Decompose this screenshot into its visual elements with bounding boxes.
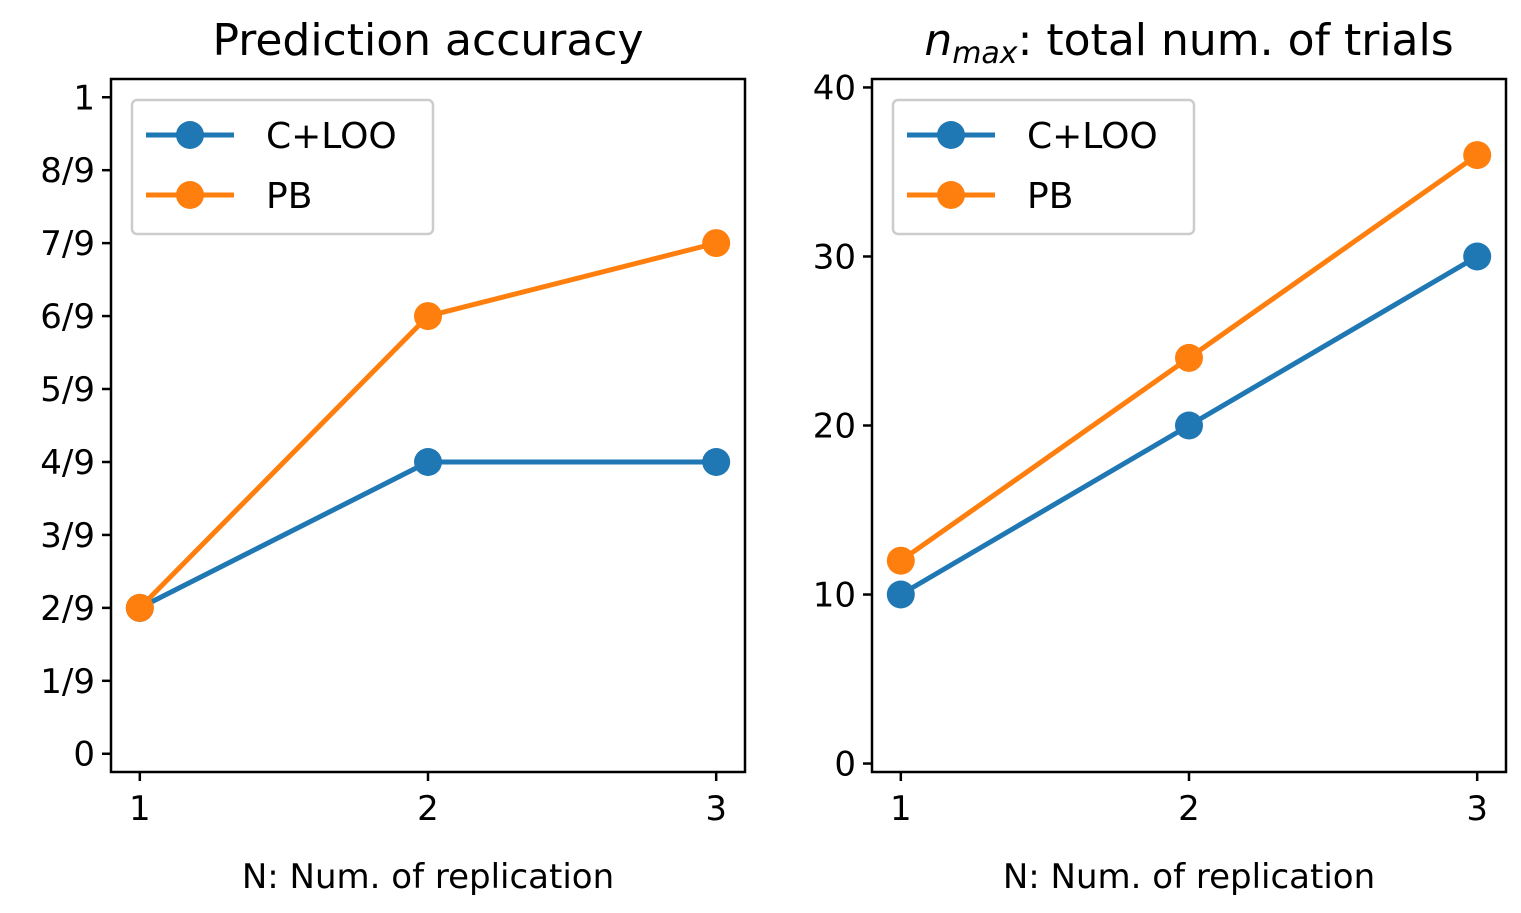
x-axis-label: N: Num. of replication xyxy=(242,857,614,897)
data-point-pb xyxy=(414,302,442,331)
legend-label: C+LOO xyxy=(1027,116,1158,157)
data-point-c-loo xyxy=(886,580,915,609)
data-point-c-loo xyxy=(1175,411,1203,440)
data-point-pb xyxy=(886,546,915,575)
y-tick-label: 2/9 xyxy=(40,589,95,629)
data-point-pb xyxy=(125,593,154,622)
x-tick-label: 1 xyxy=(129,789,151,829)
tick-group: 1 2 3 0 1/9 2/9 3/9 4/9 5/9 6/9 7/9 8/9 1 xyxy=(40,78,727,829)
legend-item-pb: PB xyxy=(907,176,1073,217)
series-line-pb xyxy=(136,240,720,612)
y-tick-label: 0 xyxy=(834,745,856,785)
y-tick-label: 20 xyxy=(813,407,856,447)
x-tick-label: 3 xyxy=(705,789,727,829)
legend-marker xyxy=(176,121,204,149)
chart-total-trials: nmax: total num. of trials 1 2 3010203040 … xyxy=(813,15,1508,897)
legend-marker xyxy=(176,181,204,209)
x-tick-label: 1 xyxy=(890,789,912,829)
chart-title-variable: n xyxy=(924,15,952,66)
y-tick-label: 5/9 xyxy=(40,370,95,410)
x-tick-label: 2 xyxy=(417,789,439,829)
data-point-pb xyxy=(1175,343,1203,372)
legend-item-c-loo: C+LOO xyxy=(907,116,1158,157)
data-point-pb xyxy=(1463,141,1492,170)
legend-item-pb: PB xyxy=(146,176,312,217)
y-tick-label: 40 xyxy=(813,68,856,108)
chart-title: Prediction accuracy xyxy=(212,15,643,66)
y-tick-label: 8/9 xyxy=(40,151,95,191)
plot-area-frame xyxy=(109,77,747,774)
data-point-c-loo xyxy=(1463,242,1492,271)
y-tick-label: 7/9 xyxy=(40,224,95,264)
legend-label: C+LOO xyxy=(266,116,397,157)
legend-label: PB xyxy=(1027,176,1073,217)
y-tick-label: 4/9 xyxy=(40,443,95,483)
y-tick-label: 3/9 xyxy=(40,516,95,556)
legend-marker xyxy=(937,181,965,209)
series-line-c-loo xyxy=(136,459,719,612)
y-tick-label: 30 xyxy=(813,237,856,277)
legend: C+LOO PB xyxy=(130,98,435,236)
y-tick-label: 1/9 xyxy=(40,662,95,702)
chart-title-rest: : total num. of trials xyxy=(1018,15,1454,66)
data-point-c-loo xyxy=(702,448,731,476)
chart-title: nmax: total num. of trials xyxy=(924,15,1453,71)
legend-label: PB xyxy=(266,176,312,217)
x-axis-label: N: Num. of replication xyxy=(1003,857,1375,897)
y-tick-label: 1 xyxy=(73,78,95,118)
chart-title-subscript: max xyxy=(952,36,1018,71)
chart-prediction-accuracy: Prediction accuracy 1 2 3 0 1/9 2/9 3/9 4/9 5/9 6… xyxy=(40,15,747,897)
series-points xyxy=(125,229,731,622)
x-tick-label: 3 xyxy=(1466,789,1488,829)
legend: C+LOO PB xyxy=(891,98,1196,236)
y-tick-label: 6/9 xyxy=(40,297,95,337)
plot-area-frame xyxy=(870,77,1508,774)
series-points xyxy=(886,141,1492,609)
x-tick-label: 2 xyxy=(1178,789,1200,829)
y-tick-label: 10 xyxy=(813,576,856,616)
legend-item-c-loo: C+LOO xyxy=(146,116,397,157)
series-lines xyxy=(136,240,720,612)
data-point-pb xyxy=(702,229,731,258)
y-tick-label: 0 xyxy=(73,735,95,775)
legend-marker xyxy=(937,121,965,149)
data-point-c-loo xyxy=(414,448,442,476)
